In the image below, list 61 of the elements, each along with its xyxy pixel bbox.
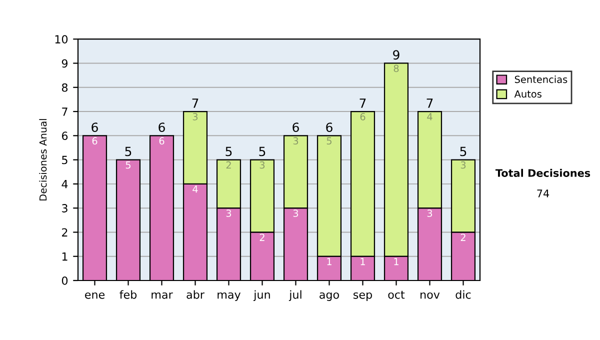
data-label: 2 xyxy=(460,234,466,241)
y-tick-label: 6 xyxy=(62,132,68,140)
y-tick-label: 4 xyxy=(62,180,68,188)
total-label: 9 xyxy=(393,50,400,60)
x-tick-label: ago xyxy=(320,292,339,301)
total-label: 7 xyxy=(426,98,433,108)
total-label: 5 xyxy=(125,146,132,156)
x-tick-label: feb xyxy=(120,290,137,299)
data-label: 5 xyxy=(326,137,332,145)
text: 74 xyxy=(537,190,550,198)
x-tick-label: sep xyxy=(354,292,372,301)
data-label: 2 xyxy=(226,161,231,169)
data-label: 2 xyxy=(260,234,264,241)
data-label: 1 xyxy=(360,258,365,266)
data-label: 5 xyxy=(126,161,130,169)
y-tick-label: 8 xyxy=(62,83,68,92)
y-axis-title: Decisiones Anual xyxy=(39,119,47,200)
x-tick-label: abr xyxy=(186,290,204,299)
total-label: 6 xyxy=(292,122,299,132)
data-label: 3 xyxy=(460,161,466,169)
total-label: 7 xyxy=(192,98,198,108)
total-label: 7 xyxy=(360,98,366,108)
total-label: 5 xyxy=(226,146,232,156)
data-label: 1 xyxy=(394,258,398,266)
x-tick-label: ene xyxy=(85,292,105,299)
x-tick-label: nov xyxy=(420,292,440,299)
total-label: 6 xyxy=(92,122,98,132)
total-label: 5 xyxy=(259,146,266,156)
text: Total Decisiones xyxy=(495,168,590,177)
data-label: 4 xyxy=(427,113,432,120)
x-tick-label: jul xyxy=(288,290,302,301)
data-label: 3 xyxy=(260,161,265,169)
x-tick-label: jun xyxy=(253,290,270,301)
x-tick-label: oct xyxy=(388,290,405,299)
data-label: 3 xyxy=(226,210,232,217)
data-label: 6 xyxy=(92,137,98,145)
data-label: 3 xyxy=(192,113,198,120)
data-label: 3 xyxy=(427,210,432,217)
x-tick-label: mar xyxy=(152,292,173,299)
x-tick-label: may xyxy=(218,292,241,301)
y-tick-label: 10 xyxy=(55,35,68,44)
legend-label: Sentencias xyxy=(514,76,568,84)
data-label: 4 xyxy=(192,186,198,193)
data-label: 3 xyxy=(293,137,298,145)
data-label: 6 xyxy=(159,137,164,145)
legend-label: Autos xyxy=(514,90,542,98)
total-label: 6 xyxy=(326,122,332,132)
data-label: 8 xyxy=(394,64,399,72)
y-tick-label: 5 xyxy=(62,156,68,164)
x-tick-label: dic xyxy=(456,290,471,299)
data-label: 1 xyxy=(327,258,332,266)
y-tick-label: 0 xyxy=(62,276,68,285)
y-tick-label: 3 xyxy=(62,204,68,212)
y-tick-label: 7 xyxy=(62,108,68,116)
y-tick-label: 1 xyxy=(62,252,68,261)
data-label: 3 xyxy=(293,210,298,217)
y-tick-label: 9 xyxy=(62,59,68,68)
total-label: 6 xyxy=(158,122,165,132)
total-label: 5 xyxy=(460,146,466,156)
y-tick-label: 2 xyxy=(62,228,68,236)
data-label: 6 xyxy=(360,113,366,120)
